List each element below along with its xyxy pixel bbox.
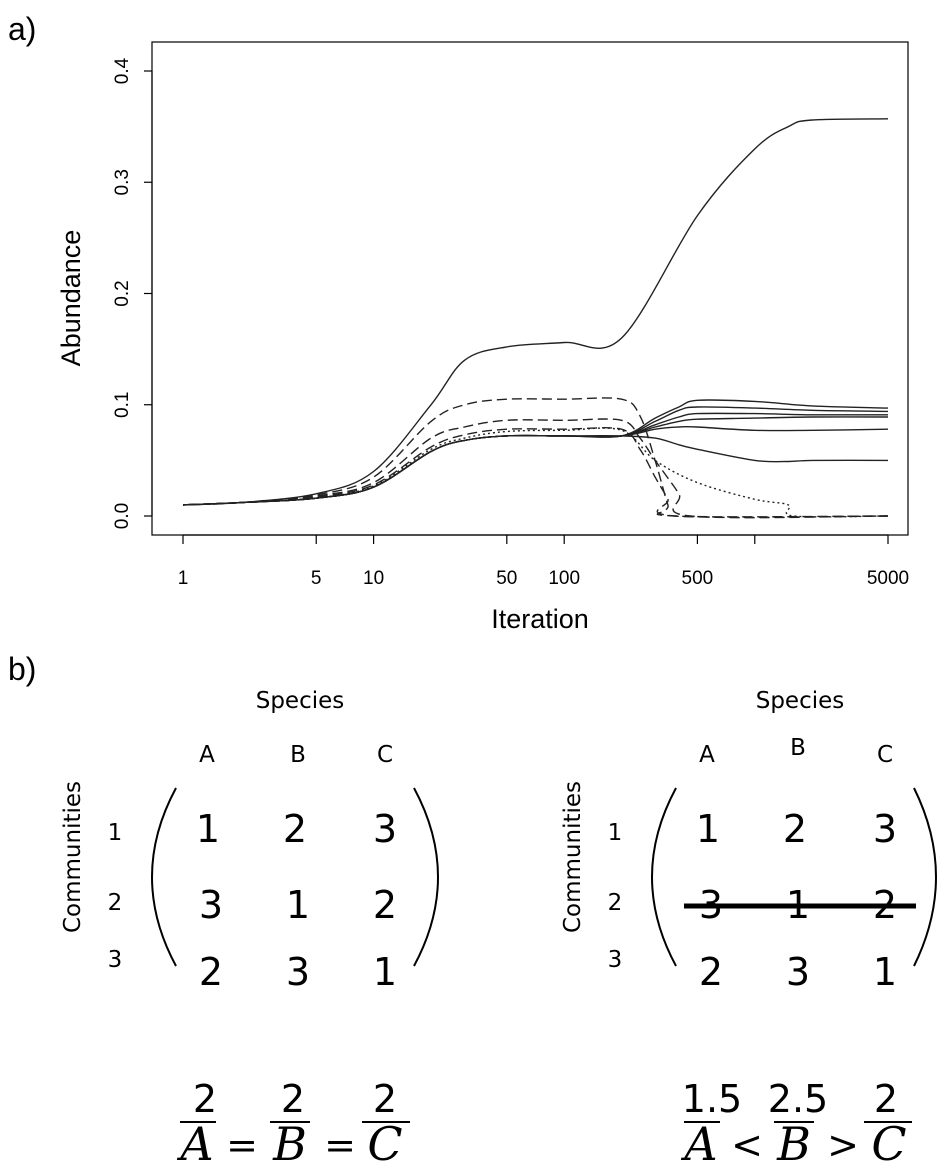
communities-label: Communities (560, 781, 586, 933)
x-tick-label: 5 (311, 568, 322, 589)
series-line-4 (182, 427, 889, 518)
mean-variable: B (776, 1117, 811, 1167)
communities-label: Communities (60, 781, 86, 933)
column-label: A (699, 742, 715, 768)
matrix-cell: 3 (786, 950, 810, 994)
y-axis: 0.0 0.1 0.2 0.3 0.4 (112, 57, 153, 529)
row-label: 2 (608, 890, 623, 916)
species-label: Species (256, 688, 345, 714)
series-line-10 (182, 425, 889, 506)
row-label: 3 (108, 947, 123, 973)
y-tick-label: 0.3 (112, 169, 133, 195)
operator: = (324, 1123, 356, 1167)
abundance-chart: 0.0 0.1 0.2 0.3 0.4 1 5 10 50 100 500 5000 Iterati… (56, 41, 909, 634)
matrix-cell: 3 (873, 807, 897, 851)
y-tick-label: 0.0 (112, 503, 133, 529)
matrix-cell: 1 (696, 807, 720, 851)
x-axis-title: Iteration (491, 604, 589, 634)
matrix-cell: 2 (283, 807, 307, 851)
row-label: 1 (608, 820, 623, 846)
matrix-cell: 2 (199, 950, 223, 994)
column-label: B (790, 735, 806, 761)
operator: = (226, 1123, 258, 1167)
column-label: B (290, 742, 306, 768)
matrix-cell: 1 (196, 807, 220, 851)
column-label: C (377, 742, 393, 768)
mean-variable: B (272, 1117, 307, 1167)
column-label: C (877, 742, 893, 768)
panel-a-label: a) (8, 11, 36, 47)
matrix-cell: 2 (373, 883, 397, 927)
x-axis: 1 5 10 50 100 500 5000 (178, 534, 909, 589)
matrix-cell: 3 (373, 807, 397, 851)
y-tick-label: 0.2 (112, 280, 133, 306)
series-line-7 (182, 406, 889, 506)
x-tick-label: 5000 (867, 568, 909, 589)
left-paren (651, 787, 677, 967)
operator: > (827, 1123, 859, 1167)
matrix-cell: 1 (286, 883, 310, 927)
mean-variable: C (871, 1117, 906, 1167)
matrix-cell: 3 (199, 883, 223, 927)
x-tick-label: 50 (496, 568, 517, 589)
matrix-right: Species A B C Communities 1 2 3 1 2 3 3 … (560, 688, 937, 1167)
y-tick-label: 0.1 (112, 392, 133, 418)
mean-value: 2 (874, 1077, 898, 1121)
series-line-6 (182, 399, 889, 506)
y-tick-label: 0.4 (112, 57, 133, 84)
species-label: Species (756, 688, 845, 714)
mean-value: 2 (281, 1077, 305, 1121)
row-label: 3 (608, 947, 623, 973)
row-label: 2 (108, 890, 123, 916)
mean-variable: C (367, 1117, 402, 1167)
matrix-cell: 2 (699, 950, 723, 994)
matrix-cell: 3 (286, 950, 310, 994)
y-axis-title: Abundance (56, 230, 86, 367)
series-line-11 (182, 434, 889, 506)
series-line-5 (182, 427, 889, 518)
x-tick-label: 10 (363, 568, 384, 589)
panel-b-label: b) (8, 651, 36, 687)
right-paren (413, 787, 439, 967)
mean-variable: A (176, 1117, 213, 1167)
row-label: 1 (108, 820, 123, 846)
series-line-3 (182, 418, 889, 519)
matrix-cell: 1 (373, 950, 397, 994)
column-label: A (199, 742, 215, 768)
x-tick-label: 1 (178, 568, 189, 589)
x-tick-label: 100 (548, 568, 580, 589)
x-tick-label: 500 (682, 568, 714, 589)
series-line-8 (182, 412, 889, 506)
mean-variable: A (680, 1117, 717, 1167)
right-paren (913, 787, 937, 967)
mean-value: 2.5 (768, 1077, 828, 1121)
mean-value: 1.5 (682, 1077, 742, 1121)
series-line-1 (182, 118, 889, 506)
left-paren (151, 787, 177, 967)
matrix-left: Species A B C Communities 1 2 3 1 2 3 3 … (60, 688, 439, 1167)
matrix-cell: 2 (783, 807, 807, 851)
operator: < (731, 1123, 763, 1167)
series-layer (182, 118, 889, 519)
mean-value: 2 (193, 1077, 217, 1121)
matrix-cell: 1 (873, 950, 897, 994)
mean-value: 2 (373, 1077, 397, 1121)
